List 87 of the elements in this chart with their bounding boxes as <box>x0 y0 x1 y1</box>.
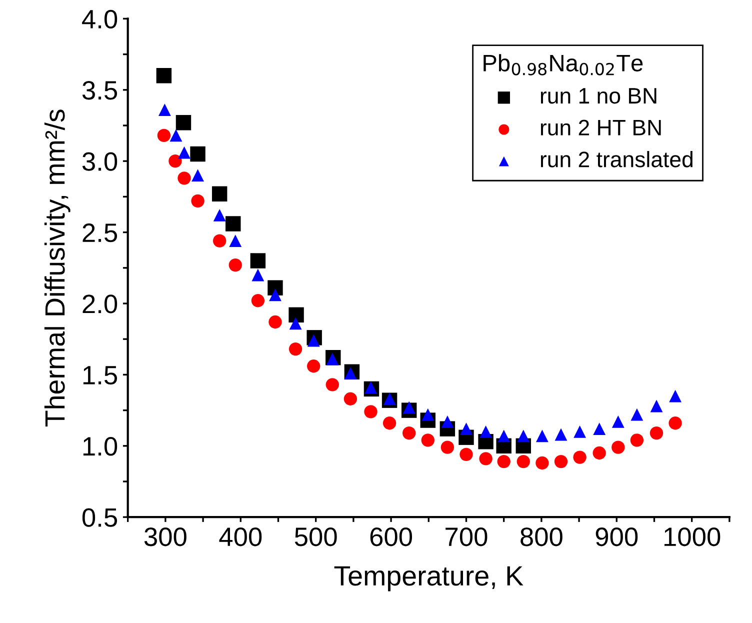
point <box>592 446 606 460</box>
point <box>668 416 682 430</box>
y-tick-label: 4.0 <box>82 10 118 29</box>
y-tick-label: 2.5 <box>82 223 118 242</box>
point <box>250 253 266 268</box>
point <box>516 454 530 468</box>
point <box>479 452 492 466</box>
y-tick-label: 1.0 <box>83 437 118 456</box>
point <box>307 334 320 347</box>
point <box>441 415 454 428</box>
point <box>168 154 182 168</box>
point <box>422 408 434 421</box>
x-tick-label: 700 <box>446 528 488 546</box>
legend-label: run 2 HT BN <box>540 120 661 136</box>
point <box>497 454 510 468</box>
point <box>269 288 282 302</box>
y-tick-label: 0.5 <box>82 508 118 527</box>
point <box>288 342 302 356</box>
x-tick-label: 1000 <box>664 528 720 546</box>
point <box>288 307 304 322</box>
point <box>612 415 624 428</box>
point <box>460 448 473 462</box>
point <box>228 258 242 272</box>
x-tick-label: 400 <box>219 528 262 546</box>
point <box>192 169 204 182</box>
point <box>213 208 226 222</box>
point <box>382 416 396 430</box>
point <box>554 454 568 468</box>
point <box>176 115 192 130</box>
y-tick-label: 2.0 <box>82 294 118 314</box>
point <box>158 104 171 116</box>
point <box>480 425 492 438</box>
point <box>268 315 282 329</box>
legend-label: run 1 no BN <box>540 88 656 104</box>
point <box>421 434 434 447</box>
x-axis-title: Temperature, K <box>334 566 524 592</box>
point <box>157 128 171 142</box>
point <box>191 194 204 208</box>
point <box>536 430 548 442</box>
point <box>170 129 182 142</box>
point <box>251 294 265 308</box>
point <box>440 440 454 454</box>
point <box>252 268 264 282</box>
point <box>190 146 206 162</box>
point <box>289 317 302 330</box>
point <box>364 405 378 418</box>
point <box>402 426 416 440</box>
x-tick-label: 900 <box>596 528 638 546</box>
y-tick-label: 3.0 <box>82 152 118 171</box>
point <box>517 430 530 442</box>
point <box>212 234 226 248</box>
point <box>178 146 190 159</box>
x-tick-label: 600 <box>370 528 412 546</box>
point <box>344 392 358 406</box>
point <box>268 280 283 296</box>
point <box>574 425 586 438</box>
point <box>326 352 339 366</box>
x-tick-label: 800 <box>520 528 562 546</box>
point <box>669 390 682 402</box>
legend-label: run 2 translated <box>540 151 692 168</box>
point <box>226 216 241 232</box>
x-tick-label: 500 <box>294 528 337 546</box>
point <box>178 172 191 185</box>
point <box>573 450 586 464</box>
point <box>156 68 172 84</box>
point <box>593 422 606 436</box>
point <box>364 381 377 394</box>
point <box>536 456 549 470</box>
y-tick-label: 1.5 <box>83 366 118 385</box>
point <box>630 434 644 447</box>
y-tick-label: 3.5 <box>82 81 118 100</box>
point <box>212 186 228 202</box>
point <box>460 422 472 436</box>
point <box>229 234 242 248</box>
point <box>344 367 357 380</box>
point <box>498 430 510 442</box>
point <box>554 428 568 441</box>
point <box>326 378 339 392</box>
y-axis-title: Thermal Diffusivity, mm²/s <box>44 110 70 426</box>
legend-title: Pb$_{0.98}$Na$_{0.02}$Te <box>484 54 643 76</box>
point <box>306 360 320 373</box>
point <box>650 426 664 440</box>
point <box>402 401 416 414</box>
point <box>612 440 625 454</box>
x-tick-label: 300 <box>144 528 186 546</box>
point <box>630 408 644 421</box>
point <box>650 400 663 412</box>
